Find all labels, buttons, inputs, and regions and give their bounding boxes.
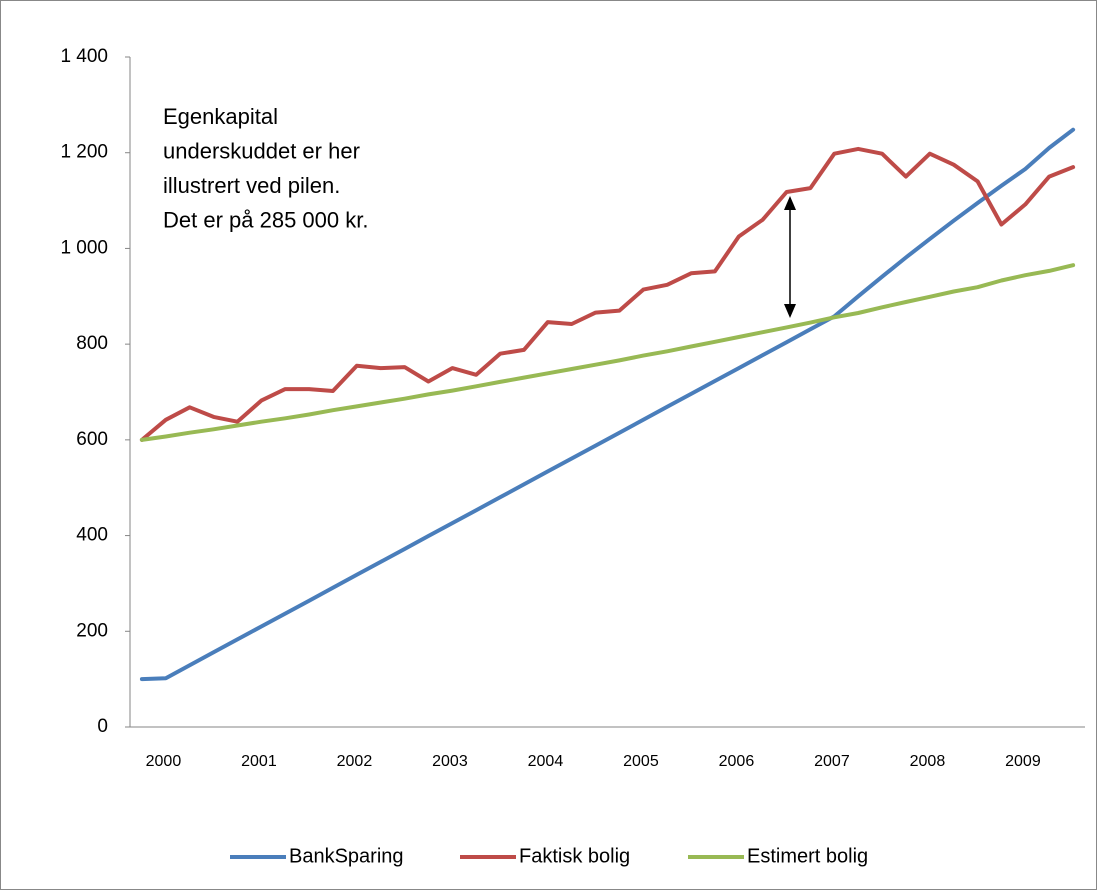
legend-label: BankSparing (289, 845, 404, 867)
y-tick-label: 400 (76, 525, 108, 546)
y-tick-label: 1 400 (60, 46, 108, 67)
x-tick-label: 2008 (910, 753, 946, 770)
x-tick-label: 2009 (1005, 753, 1041, 770)
x-tick-label: 2002 (337, 753, 373, 770)
y-tick-label: 1 000 (60, 237, 108, 258)
arrow-head (784, 304, 796, 318)
annotation-line: Egenkapital (163, 104, 278, 129)
annotation-line: Det er på 285 000 kr. (163, 207, 368, 232)
series-line (139, 127, 1076, 682)
annotation-line: underskuddet er her (163, 138, 360, 163)
annotation-line: illustrert ved pilen. (163, 173, 340, 198)
y-tick-label: 0 (97, 716, 108, 737)
y-tick-label: 200 (76, 620, 108, 641)
y-tick-label: 1 200 (60, 142, 108, 163)
annotation: Egenkapital underskuddet er her illustrert… (163, 104, 368, 233)
series-line (139, 146, 1076, 442)
x-tick-label: 2007 (814, 753, 850, 770)
x-tick-label: 2003 (432, 753, 468, 770)
y-tick-label: 600 (76, 429, 108, 450)
x-tick-label: 2006 (719, 753, 755, 770)
arrow-head (784, 196, 796, 210)
legend-label: Estimert bolig (747, 845, 868, 867)
x-tick-label: 2005 (623, 753, 659, 770)
x-tick-label: 2001 (241, 753, 277, 770)
y-tick-label: 800 (76, 333, 108, 354)
x-tick-label: 2004 (528, 753, 564, 770)
legend-label: Faktisk bolig (519, 845, 630, 867)
x-tick-label: 2000 (146, 753, 182, 770)
series-line (139, 263, 1076, 442)
